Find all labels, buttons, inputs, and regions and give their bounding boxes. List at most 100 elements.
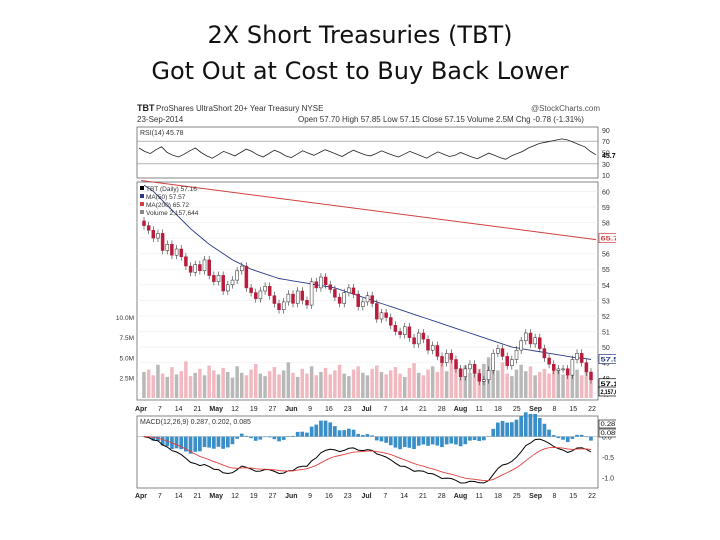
- macd-histogram-bar: [486, 436, 491, 437]
- candle-down: [291, 293, 295, 304]
- candle-down: [398, 331, 402, 335]
- date-tick-label: Aug: [454, 493, 468, 500]
- volume-bar: [584, 371, 589, 398]
- volume-bar: [556, 370, 561, 398]
- volume-bar: [547, 373, 551, 398]
- volume-bar: [244, 375, 249, 398]
- macd-histogram-bar: [174, 436, 179, 449]
- macd-histogram-bar: [323, 420, 328, 437]
- volume-bar: [347, 376, 351, 398]
- candle-down: [584, 362, 589, 373]
- candle-up: [510, 359, 514, 366]
- candle-down: [458, 368, 463, 377]
- candle-up: [295, 290, 300, 304]
- macd-histogram-bar: [514, 419, 519, 437]
- macd-histogram-bar: [286, 436, 291, 437]
- volume-bar: [472, 374, 477, 398]
- price-panel: 605958575655545352515049484710.0M7.5M5.0…: [116, 179, 616, 401]
- macd-histogram-bar: [412, 436, 416, 449]
- macd-tick-label: -0.5: [602, 455, 614, 462]
- candle-up: [556, 368, 561, 371]
- candle-down: [170, 244, 174, 256]
- price-tick-label: 49: [602, 361, 610, 368]
- candle-down: [370, 295, 374, 304]
- macd-histogram-bar: [253, 436, 258, 441]
- date-tick-label: 7: [383, 406, 387, 413]
- candle-up: [519, 340, 523, 351]
- macd-histogram-bar: [472, 436, 477, 441]
- macd-line: [143, 436, 592, 484]
- candle-down: [333, 289, 337, 298]
- volume-bar: [454, 364, 458, 398]
- volume-bar: [589, 377, 593, 398]
- price-tick-label: 53: [602, 298, 610, 305]
- volume-bar: [435, 372, 440, 398]
- volume-bar: [198, 368, 202, 399]
- ma50-value-box: [598, 354, 616, 364]
- volume-bar: [263, 376, 267, 398]
- volume-bar: [323, 367, 328, 398]
- volume-bar: [463, 365, 467, 398]
- macd-histogram-bar: [449, 436, 454, 444]
- macd-histogram-bar: [281, 436, 286, 440]
- volume-bar: [393, 367, 398, 398]
- macd-histogram-bar: [537, 418, 542, 437]
- price-tick-label: 55: [602, 267, 610, 274]
- candle-up: [403, 326, 407, 335]
- candle-down: [254, 292, 258, 300]
- volume-value-box: [598, 386, 616, 397]
- date-tick-label: 14: [400, 493, 408, 500]
- candle-down: [449, 353, 454, 360]
- volume-bar: [254, 363, 258, 398]
- date-tick-label: 21: [419, 493, 427, 500]
- candle-down: [421, 332, 426, 340]
- candle-down: [221, 275, 225, 292]
- volume-bar: [337, 364, 342, 398]
- macd-histogram-bar: [258, 436, 263, 440]
- candle-down: [267, 286, 272, 296]
- macd-histogram-bar: [365, 434, 370, 437]
- volume-bar: [379, 372, 384, 398]
- macd-histogram-bar: [226, 436, 230, 448]
- slide-title-line-1: 2X Short Treasuries (TBT): [207, 21, 513, 49]
- macd-histogram-bar: [272, 436, 277, 440]
- candle-down: [389, 317, 393, 326]
- volume-bar: [216, 374, 221, 398]
- volume-bar: [426, 369, 430, 398]
- macd-legend: MACD(12,26,9) 0.287, 0.202, 0.085: [140, 419, 251, 426]
- volume-bar: [221, 367, 225, 398]
- candle-up: [561, 368, 565, 371]
- volume-bar: [575, 369, 579, 398]
- volume-bar: [202, 375, 207, 398]
- volume-bar: [272, 367, 277, 398]
- date-tick-label: 14: [400, 406, 408, 413]
- volume-bar: [528, 366, 533, 398]
- date-tick-label: 27: [269, 406, 277, 413]
- candle-down: [547, 357, 551, 365]
- candle-down: [328, 284, 333, 290]
- rsi-tick-label: 90: [602, 128, 610, 135]
- macd-histogram-bar: [407, 436, 412, 448]
- candle-up: [258, 290, 263, 300]
- candle-down: [314, 281, 319, 289]
- candle-up: [165, 244, 170, 251]
- macd-value-text: 0.085: [601, 430, 617, 437]
- price-frame: [136, 181, 599, 401]
- ma200-value-box: [598, 233, 616, 243]
- candle-up: [216, 275, 221, 282]
- macd-histogram-bar: [510, 422, 514, 437]
- date-tick-label: 16: [325, 406, 333, 413]
- price-legend-swatch: [140, 202, 144, 206]
- macd-histogram-bar: [291, 435, 295, 437]
- chart-quote: Open 57.70 High 57.85 Low 57.15 Close 57…: [298, 115, 584, 124]
- candle-down: [142, 220, 146, 226]
- candle-up: [286, 293, 291, 303]
- volume-bar: [305, 373, 309, 398]
- macd-histogram-bar: [202, 436, 207, 447]
- macd-histogram-bar: [179, 436, 184, 450]
- macd-histogram-bar: [575, 434, 579, 437]
- date-tick-label: May: [209, 493, 223, 500]
- macd-histogram-bar: [193, 436, 198, 452]
- macd-histogram-bar: [547, 429, 551, 437]
- date-tick-label: 7: [383, 493, 387, 500]
